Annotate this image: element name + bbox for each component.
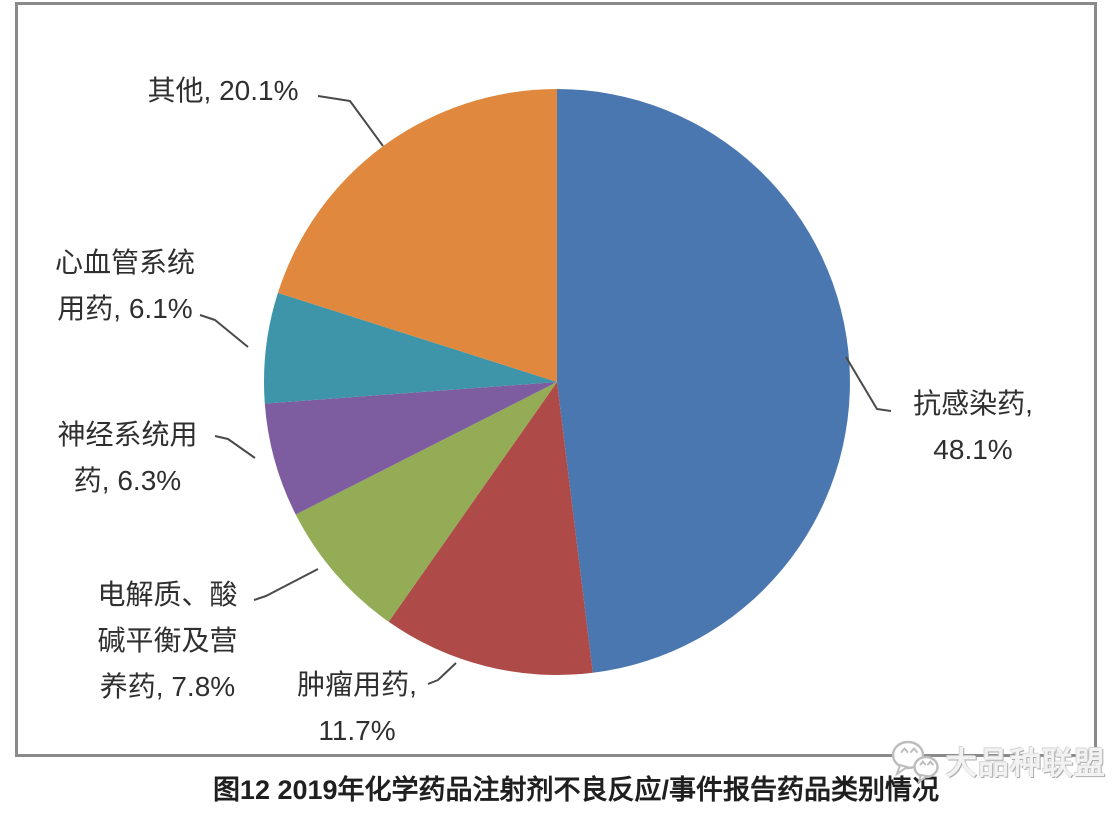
- wechat-bubbles-icon: [891, 740, 939, 784]
- pie-slice-3: [264, 382, 557, 515]
- leader-line-5: [317, 95, 384, 147]
- leader-line-0: [845, 356, 892, 412]
- pie-slice-0: [557, 89, 850, 673]
- leader-line-1: [427, 662, 457, 685]
- leader-line-3: [214, 435, 256, 459]
- pie-slice-4: [264, 292, 557, 404]
- pie-label-tumor: 肿瘤用药, 11.7%: [297, 669, 417, 746]
- pie-label-nervous-system: 神经系统用 药, 6.3%: [57, 419, 198, 496]
- figure-caption: 图12 2019年化学药品注射剂不良反应/事件报告药品类别情况: [212, 775, 940, 805]
- leader-line-4: [199, 314, 249, 348]
- pie-label-anti-infective: 抗感染药, 48.1%: [913, 388, 1033, 465]
- pie-slice-2: [295, 382, 557, 622]
- pie-label-other: 其他, 20.1%: [147, 75, 299, 106]
- leader-line-2: [253, 568, 319, 601]
- pie-label-cardiovascular: 心血管系统 用药, 6.1%: [54, 247, 195, 324]
- pie-label-electrolyte: 电解质、酸 碱平衡及营 养药, 7.8%: [97, 579, 238, 702]
- pie-slice-1: [388, 382, 593, 675]
- watermark: 大品种联盟: [888, 736, 1106, 784]
- watermark-text: 大品种联盟: [946, 745, 1106, 781]
- pie-slice-5: [277, 89, 557, 382]
